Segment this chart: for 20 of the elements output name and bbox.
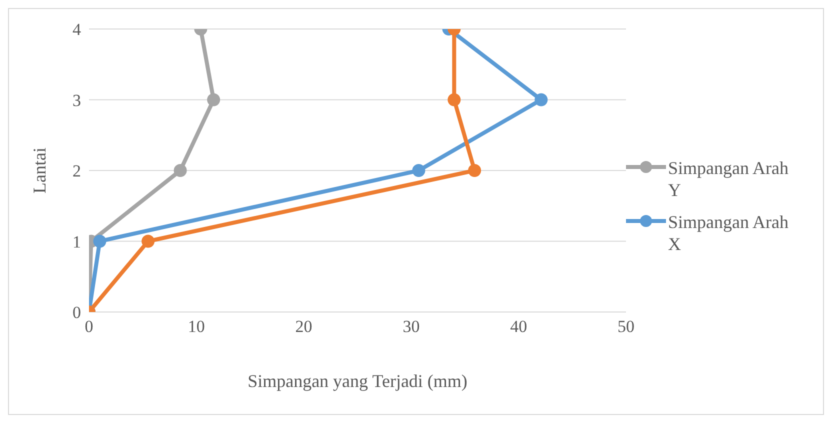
- y-tick-label: 3: [72, 90, 81, 110]
- point: [174, 164, 187, 177]
- y-tick-label: 0: [72, 303, 81, 322]
- x-tick-label: 50: [618, 317, 634, 336]
- point: [142, 234, 155, 248]
- point: [468, 164, 482, 177]
- legend-label: Simpangan Arah Y: [668, 156, 790, 200]
- x-tick-label: 0: [84, 317, 94, 336]
- x-tick-label: 10: [188, 317, 205, 336]
- x-tick-label: 20: [295, 317, 312, 336]
- y-tick-label: 1: [72, 232, 81, 252]
- point: [412, 164, 426, 177]
- point: [93, 234, 106, 248]
- x-tick-label: 30: [402, 317, 420, 336]
- y-tick-label: 2: [72, 162, 81, 181]
- x-axis-title: Simpangan yang Terjadi (mm): [248, 371, 468, 391]
- legend-label: Simpangan Arah X: [668, 210, 790, 254]
- y-tick-label: 4: [72, 20, 82, 40]
- x-tick-label: 40: [510, 317, 528, 336]
- y-axis-title: Lantai: [29, 148, 50, 194]
